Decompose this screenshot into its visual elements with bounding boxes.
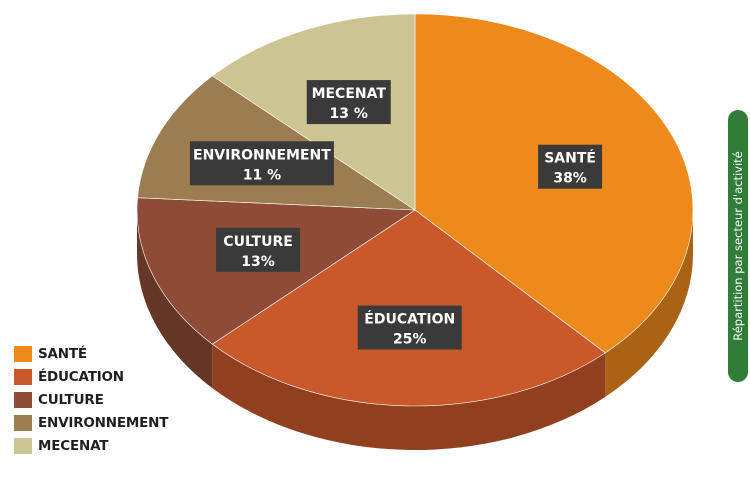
slice-label-mecenat: MECENAT 13 % [306, 80, 391, 125]
legend-label-education: ÉDUCATION [38, 368, 124, 385]
slice-label-box-mecenat [306, 80, 391, 125]
legend-swatch-mecenat [14, 437, 32, 454]
pie-side-education [212, 344, 606, 450]
legend-swatch-education [14, 368, 32, 385]
legend-swatch-environnement [14, 414, 32, 431]
slice-label-box-education [357, 305, 462, 350]
slice-label-name-mecenat: MECENAT [312, 86, 387, 102]
legend: SANTÉ ÉDUCATION CULTURE ENVIRONNEMENT ME… [14, 342, 168, 457]
legend-label-sante: SANTÉ [38, 345, 87, 362]
legend-swatch-sante [14, 345, 32, 362]
side-tab-label: Répartition par secteur d'activité [731, 151, 745, 341]
side-tab: Répartition par secteur d'activité [728, 110, 748, 382]
legend-item-sante: SANTÉ [14, 342, 168, 365]
slice-label-value-environnement: 11 % [243, 167, 281, 183]
slice-label-value-mecenat: 13 % [330, 106, 368, 122]
pie-labels: SANTÉ 38% ÉDUCATION 25% CULTURE 13% ENVIRONNEM… [189, 80, 603, 350]
slice-label-name-culture: CULTURE [223, 234, 293, 250]
pie-side-culture [137, 210, 213, 389]
pie-side-sante [605, 210, 693, 397]
legend-label-environnement: ENVIRONNEMENT [38, 414, 169, 431]
legend-label-culture: CULTURE [38, 391, 104, 408]
slice-label-value-education: 25% [393, 332, 427, 348]
legend-label-mecenat: MECENAT [38, 437, 109, 454]
legend-swatch-culture [14, 391, 32, 408]
slice-label-value-sante: 38% [553, 171, 587, 187]
slice-label-box-culture [216, 227, 301, 272]
slice-label-box-sante [538, 144, 603, 189]
slice-label-sante: SANTÉ 38% [538, 144, 603, 189]
legend-item-culture: CULTURE [14, 388, 168, 411]
slice-label-environnement: ENVIRONNEMENT 11 % [189, 141, 334, 186]
pie-depth [137, 210, 693, 450]
legend-item-environnement: ENVIRONNEMENT [14, 411, 168, 434]
slice-label-name-sante: SANTÉ [544, 150, 596, 167]
legend-item-mecenat: MECENAT [14, 434, 168, 457]
slice-label-culture: CULTURE 13% [216, 227, 301, 272]
slice-label-name-environnement: ENVIRONNEMENT [193, 147, 331, 163]
slice-label-box-environnement [189, 141, 334, 186]
legend-item-education: ÉDUCATION [14, 365, 168, 388]
slice-label-name-education: ÉDUCATION [364, 311, 455, 328]
slice-label-value-culture: 13% [241, 254, 275, 270]
slice-label-education: ÉDUCATION 25% [357, 305, 462, 350]
